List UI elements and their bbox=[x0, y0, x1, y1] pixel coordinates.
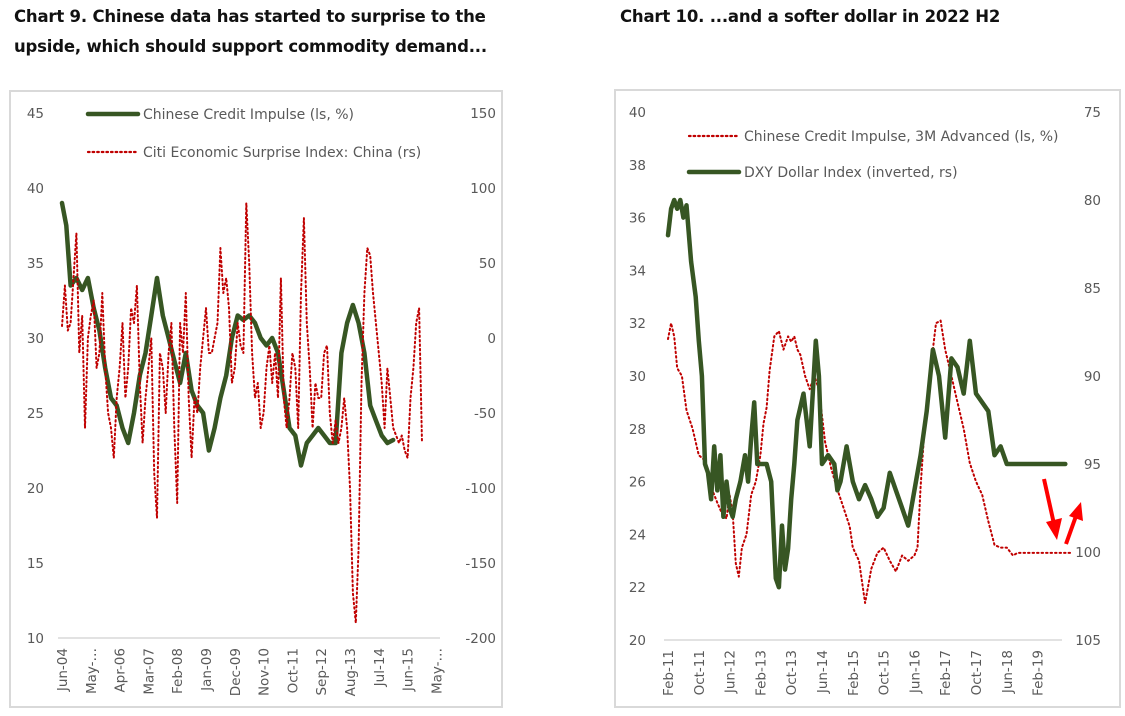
chart9-x-tick-label: Dec-09 bbox=[228, 648, 244, 696]
red-arrow-up-icon bbox=[1064, 502, 1083, 545]
chart10-frame bbox=[614, 89, 1121, 708]
chart9-x-tick-label: Feb-08 bbox=[170, 648, 186, 694]
chart10-x-tick-label: Feb-15 bbox=[846, 650, 862, 696]
chart9-left-tick-label: 45 bbox=[27, 106, 44, 122]
chart9-x-tick-label: Jun-15 bbox=[401, 648, 417, 692]
chart9-left-tick-label: 20 bbox=[27, 481, 44, 497]
chart9-x-tick-label: May-… bbox=[84, 648, 100, 694]
chart10-left-tick-label: 24 bbox=[629, 527, 646, 543]
chart9-right-tick-label: -100 bbox=[465, 481, 496, 497]
chart10-legend-credit-impulse: Chinese Credit Impulse, 3M Advanced (ls,… bbox=[744, 129, 1059, 145]
chart10-left-tick-label: 38 bbox=[629, 158, 646, 174]
chart10-arrows bbox=[1042, 478, 1083, 545]
chart10-x-tick-label: Oct-17 bbox=[969, 650, 985, 695]
chart9-x-tick-label: Jul-14 bbox=[372, 648, 388, 687]
chart10-x-tick-label: Jun-14 bbox=[815, 650, 831, 694]
chart9-series-solid-line bbox=[59, 200, 396, 468]
chart9-x-tick-label: Oct-11 bbox=[285, 648, 301, 693]
chart10-x-tick-label: Oct-15 bbox=[877, 650, 893, 695]
chart9-right-tick-label: -150 bbox=[465, 556, 496, 572]
chart10-series-solid-line bbox=[665, 197, 1068, 590]
chart10-left-tick-label: 28 bbox=[629, 422, 646, 438]
chart10-right-tick-label: 95 bbox=[1084, 457, 1101, 473]
chart9-right-tick-label: -50 bbox=[474, 406, 496, 422]
chart10-x-tick-label: Oct-11 bbox=[692, 650, 708, 695]
chart9-x-tick-label: Apr-06 bbox=[113, 648, 129, 693]
chart9-left-tick-label: 10 bbox=[27, 631, 44, 647]
chart9-x-tick-label: Jun-04 bbox=[55, 648, 71, 692]
chart10-title: Chart 10. ...and a softer dollar in 2022… bbox=[620, 7, 1001, 26]
chart10-x-tick-label: Feb-17 bbox=[938, 650, 954, 696]
chart9-legend-surprise-index: Citi Economic Surprise Index: China (rs) bbox=[143, 145, 421, 161]
chart9-right-tick-label: 0 bbox=[487, 331, 496, 347]
chart9-x-tick-label: Aug-13 bbox=[343, 648, 359, 696]
chart9-right-tick-label: 150 bbox=[470, 106, 496, 122]
chart9-left-tick-label: 15 bbox=[27, 556, 44, 572]
chart10-right-tick-label: 80 bbox=[1084, 193, 1101, 209]
chart10-right-tick-label: 90 bbox=[1084, 369, 1101, 385]
chart9-left-tick-label: 40 bbox=[27, 181, 44, 197]
chart9-x-tick-label: Sep-12 bbox=[314, 648, 330, 696]
chart9-title-line1: Chart 9. Chinese data has started to sur… bbox=[14, 7, 486, 26]
chart10-right-tick-label: 85 bbox=[1084, 281, 1101, 297]
chart10-x-tick-label: Feb-11 bbox=[661, 650, 677, 696]
chart9-right-tick-label: 100 bbox=[470, 181, 496, 197]
chart10-legend-dxy: DXY Dollar Index (inverted, rs) bbox=[744, 165, 958, 181]
chart9-legend-credit-impulse: Chinese Credit Impulse (ls, %) bbox=[143, 107, 354, 123]
chart9-x-tick-label: Nov-10 bbox=[257, 648, 273, 696]
chart10-left-tick-label: 26 bbox=[629, 475, 646, 491]
chart9-right-tick-label: -200 bbox=[465, 631, 496, 647]
chart10-right-tick-label: 100 bbox=[1075, 545, 1101, 561]
chart10-left-tick-label: 32 bbox=[629, 316, 646, 332]
chart10-left-tick-label: 36 bbox=[629, 211, 646, 227]
chart10-left-tick-label: 20 bbox=[629, 633, 646, 649]
chart10-right-tick-label: 75 bbox=[1084, 105, 1101, 121]
chart10-x-tick-label: Jun-16 bbox=[907, 650, 923, 694]
chart10-plot: 40 38 36 34 32 30 28 26 24 22 20 75 80 85 90 95 100 105 Fe… bbox=[629, 105, 1101, 696]
chart9-left-tick-label: 30 bbox=[27, 331, 44, 347]
chart10-left-tick-label: 34 bbox=[629, 263, 646, 279]
chart10-x-tick-label: Feb-13 bbox=[753, 650, 769, 696]
chart10-x-tick-label: Feb-19 bbox=[1031, 650, 1047, 696]
chart9-series-dotted-line bbox=[61, 202, 423, 624]
chart9-title: Chart 9. Chinese data has started to sur… bbox=[14, 2, 574, 62]
chart9-x-tick-label: Mar-07 bbox=[141, 648, 157, 695]
chart10-right-tick-label: 105 bbox=[1075, 633, 1101, 649]
chart10-x-tick-label: Oct-13 bbox=[784, 650, 800, 695]
chart10-left-tick-label: 30 bbox=[629, 369, 646, 385]
chart9-left-tick-label: 35 bbox=[27, 256, 44, 272]
chart10-x-tick-label: Jun-12 bbox=[723, 650, 739, 694]
chart10-legend: Chinese Credit Impulse, 3M Advanced (ls,… bbox=[686, 129, 1059, 181]
chart10-left-tick-label: 40 bbox=[629, 105, 646, 121]
chart9-legend: Chinese Credit Impulse (ls, %) Citi Econ… bbox=[85, 107, 421, 161]
red-arrow-down-icon bbox=[1042, 478, 1062, 540]
chart10-x-tick-label: Jun-18 bbox=[1000, 650, 1016, 694]
chart9-x-tick-label: Jan-09 bbox=[199, 648, 215, 692]
chart9-x-tick-label: May-… bbox=[429, 648, 445, 694]
chart9-title-line2: upside, which should support commodity d… bbox=[14, 37, 487, 56]
chart9-right-tick-label: 50 bbox=[479, 256, 496, 272]
chart10-left-tick-label: 22 bbox=[629, 580, 646, 596]
chart9-plot: 45 40 35 30 25 20 15 10 150 100 50 0 -50 -100 -150 -200… bbox=[27, 106, 496, 696]
chart9-left-tick-label: 25 bbox=[27, 406, 44, 422]
